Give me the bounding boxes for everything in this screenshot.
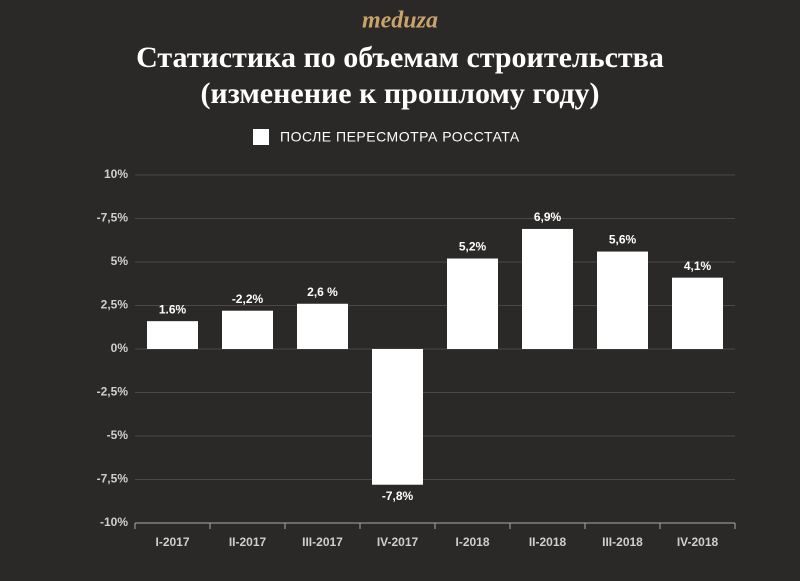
chart-subtitle: (изменение к прошлому году) bbox=[200, 77, 599, 110]
bar bbox=[522, 228, 573, 349]
y-tick-label: -7,5% bbox=[97, 211, 129, 225]
x-tick-label: IV-2018 bbox=[677, 535, 719, 549]
x-tick-label: IV-2017 bbox=[377, 535, 419, 549]
bar bbox=[672, 277, 723, 349]
bar bbox=[222, 310, 273, 349]
data-label: 2,6 % bbox=[307, 285, 338, 299]
data-label: 4,1% bbox=[684, 259, 712, 273]
data-label: -2,2% bbox=[232, 292, 264, 306]
x-tick-label: II-2018 bbox=[529, 535, 567, 549]
legend-label: ПОСЛЕ ПЕРЕСМОТРА РОССТАТА bbox=[280, 129, 520, 145]
brand-logo: meduza bbox=[362, 8, 438, 34]
x-tick-label: II-2017 bbox=[229, 535, 267, 549]
y-tick-label: 10% bbox=[104, 167, 128, 181]
data-label: 6,9% bbox=[534, 210, 562, 224]
data-label: 5,6% bbox=[609, 233, 637, 247]
bar bbox=[597, 251, 648, 349]
y-tick-label: 0% bbox=[111, 341, 129, 355]
y-tick-label: 2,5% bbox=[101, 298, 129, 312]
bar bbox=[372, 349, 423, 485]
bar bbox=[297, 303, 348, 349]
chart-title: Статистика по объемам строительства bbox=[136, 41, 664, 74]
bar bbox=[147, 321, 198, 349]
y-tick-label: -5% bbox=[107, 428, 129, 442]
bar bbox=[447, 258, 498, 349]
x-tick-label: I-2018 bbox=[455, 535, 489, 549]
x-tick-label: III-2017 bbox=[302, 535, 343, 549]
y-tick-label: -7,5% bbox=[97, 472, 129, 486]
data-label: -7,8% bbox=[382, 489, 414, 503]
y-tick-label: -10% bbox=[100, 515, 128, 529]
y-tick-label: -2,5% bbox=[97, 385, 129, 399]
data-label: 1.6% bbox=[159, 302, 187, 316]
y-tick-label: 5% bbox=[111, 254, 129, 268]
x-tick-label: I-2017 bbox=[155, 535, 189, 549]
x-tick-label: III-2018 bbox=[602, 535, 643, 549]
legend-swatch bbox=[253, 129, 269, 145]
data-label: 5,2% bbox=[459, 240, 487, 254]
